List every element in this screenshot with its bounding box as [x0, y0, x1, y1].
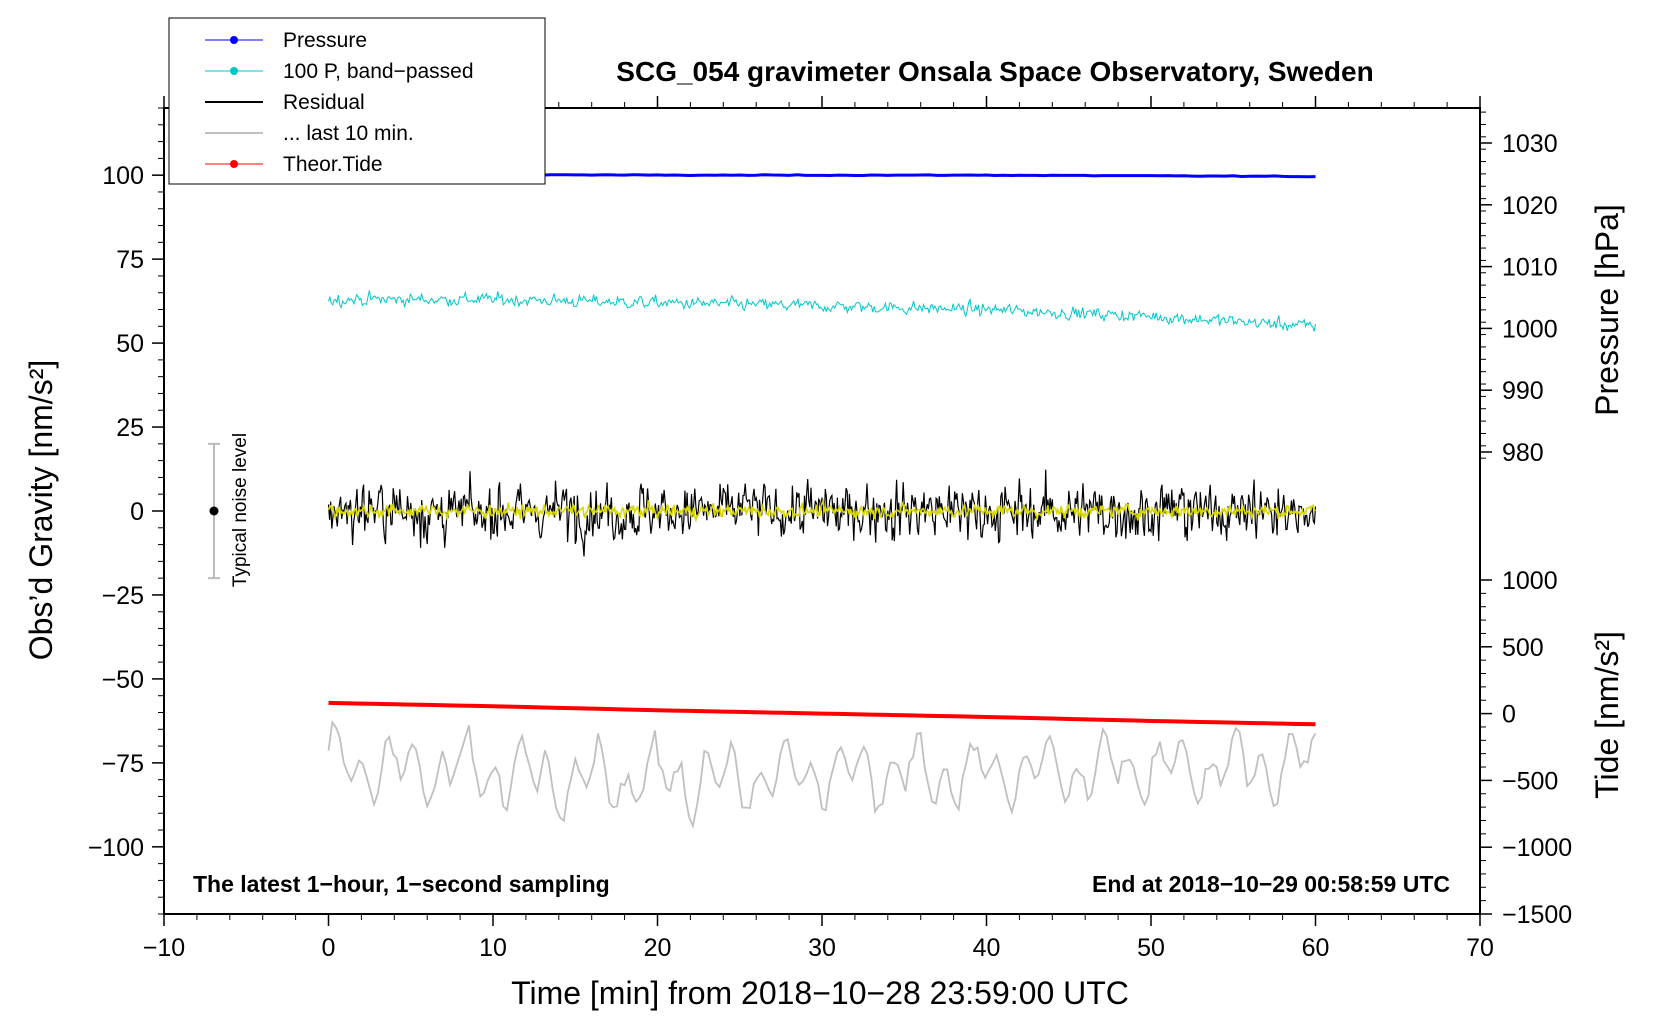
tide-tick-label: 500: [1502, 634, 1544, 662]
y-axis-title-left: Obs’d Gravity [nm/s²]: [23, 360, 59, 661]
axis-layer: −10 0 10 20 30 40 50 60 701007550250−25−50−75−10…: [88, 96, 1572, 962]
x-tick-label: 50: [1137, 934, 1165, 962]
pressure-tick-label: 1000: [1502, 315, 1558, 343]
pressure-tick-label: 980: [1502, 439, 1544, 467]
x-tick-label: 20: [644, 934, 672, 962]
x-axis-title: Time [min] from 2018−10−28 23:59:00 UTC: [511, 975, 1129, 1011]
x-tick-label: 60: [1302, 934, 1330, 962]
y-tick-label: −100: [88, 834, 144, 862]
series-line-residual: [327, 469, 1317, 557]
x-tick-label: 40: [973, 934, 1001, 962]
noise-label: Typical noise level: [230, 433, 251, 587]
legend-label-0: Pressure: [283, 29, 367, 52]
chart-title: SCG_054 gravimeter Onsala Space Observat…: [616, 56, 1373, 87]
x-tick-label: 30: [808, 934, 836, 962]
sampling-note: The latest 1−hour, 1−second sampling: [193, 871, 610, 897]
legend-label-3: ... last 10 min.: [283, 122, 414, 145]
y-axis-title-pressure: Pressure [hPa]: [1589, 204, 1625, 416]
legend-label-2: Residual: [283, 91, 365, 114]
series-line-theor-tide: [328, 700, 1316, 727]
y-tick-label: 0: [130, 498, 144, 526]
y-axis-title-tide: Tide [nm/s²]: [1589, 631, 1625, 799]
tide-tick-label: −500: [1502, 767, 1558, 795]
tide-tick-label: −1500: [1502, 901, 1572, 929]
y-tick-label: −50: [102, 666, 144, 694]
y-tick-label: 100: [102, 162, 144, 190]
pressure-tick-label: 990: [1502, 377, 1544, 405]
x-tick-label: 10: [479, 934, 507, 962]
x-tick-label: −10: [143, 934, 185, 962]
y-tick-label: −75: [102, 750, 144, 778]
series-line-band-passed: [328, 290, 1316, 332]
legend-marker-4: [230, 160, 238, 168]
tide-tick-label: −1000: [1502, 834, 1572, 862]
x-tick-label: 0: [322, 934, 336, 962]
y-tick-label: 75: [116, 246, 144, 274]
tide-tick-label: 0: [1502, 701, 1516, 729]
y-tick-label: 50: [116, 330, 144, 358]
series-line-last-10-min: [327, 719, 1317, 829]
noise-indicator: [208, 442, 220, 580]
y-tick-label: −25: [102, 582, 144, 610]
legend-marker-0: [230, 36, 238, 44]
series-line-yellow: [327, 498, 1317, 524]
pressure-tick-label: 1030: [1502, 130, 1558, 158]
x-tick-label: 70: [1466, 934, 1494, 962]
noise-center-dot: [209, 506, 219, 516]
pressure-tick-label: 1020: [1502, 192, 1558, 220]
legend-label-4: Theor.Tide: [283, 153, 383, 176]
legend-marker-1: [230, 67, 238, 75]
legend-label-1: 100 P, band−passed: [283, 60, 474, 83]
end-time-note: End at 2018−10−29 00:58:59 UTC: [1092, 871, 1450, 897]
legend: Pressure 100 P, band−passed Residual ... la…: [168, 17, 546, 185]
y-tick-label: 25: [116, 414, 144, 442]
pressure-tick-label: 1010: [1502, 254, 1558, 282]
series-layer: [327, 172, 1317, 829]
tide-tick-label: 1000: [1502, 567, 1558, 595]
